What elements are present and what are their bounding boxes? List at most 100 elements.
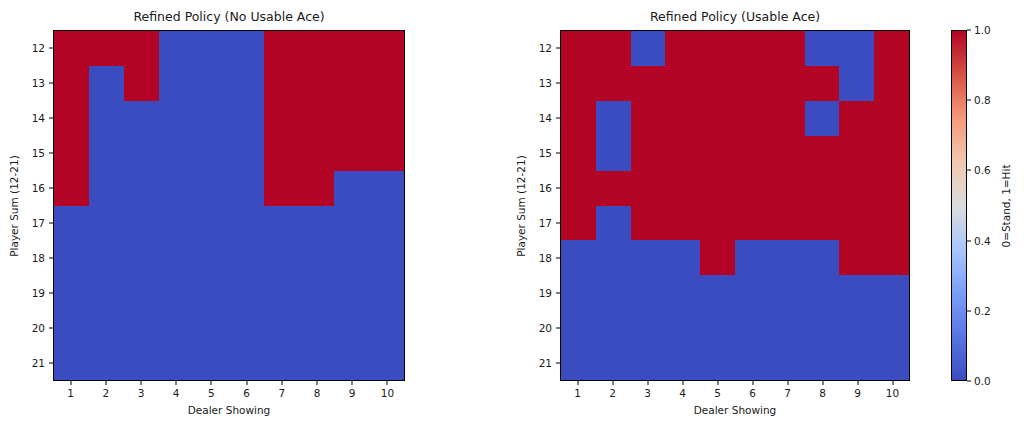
y-tick-label: 15 <box>32 147 45 159</box>
heatmap-cell <box>631 275 666 310</box>
y-tick-label: 20 <box>32 322 45 334</box>
x-tick-label: 4 <box>679 387 686 399</box>
y-tick-label: 13 <box>539 77 552 89</box>
heatmap-cell <box>700 240 735 275</box>
y-tick-mark <box>49 187 53 188</box>
heatmap-cell <box>54 345 89 380</box>
x-tick-mark <box>822 381 823 385</box>
y-tick-label: 16 <box>32 182 45 194</box>
heatmap-cell <box>770 310 805 345</box>
heatmap-cell <box>874 101 909 136</box>
heatmap-cell <box>299 206 334 241</box>
colorbar-tick-mark <box>967 100 971 101</box>
heatmap-cell <box>874 66 909 101</box>
heatmap-cell <box>299 345 334 380</box>
heatmap-cell <box>299 101 334 136</box>
heatmap-cell <box>770 31 805 66</box>
heatmap-cell <box>770 136 805 171</box>
x-tick-mark <box>787 381 788 385</box>
heatmap-cell <box>159 240 194 275</box>
heatmap-cell <box>561 66 596 101</box>
heatmap-cell <box>805 206 840 241</box>
heatmap-cell <box>229 136 264 171</box>
heatmap-cell <box>735 240 770 275</box>
heatmap-cell <box>334 310 369 345</box>
y-tick-mark <box>556 258 560 259</box>
heatmap-cell <box>874 345 909 380</box>
heatmap-cell <box>631 171 666 206</box>
heatmap-cell <box>264 31 299 66</box>
heatmap-cell <box>874 310 909 345</box>
heatmap-cell <box>194 136 229 171</box>
y-tick-label: 12 <box>539 42 552 54</box>
heatmap-cell <box>264 101 299 136</box>
heatmap-cell <box>596 206 631 241</box>
heatmap-cell <box>839 345 874 380</box>
heatmap-cell <box>334 136 369 171</box>
heatmap-cell <box>229 101 264 136</box>
heatmap-cell <box>631 310 666 345</box>
heatmap-cell <box>89 310 124 345</box>
heatmap-cell <box>735 310 770 345</box>
y-tick-mark <box>49 258 53 259</box>
x-tick-label: 10 <box>381 387 394 399</box>
x-tick-label: 6 <box>749 387 756 399</box>
heatmap-cell <box>631 240 666 275</box>
heatmap-cell <box>54 171 89 206</box>
heatmap-cell <box>596 240 631 275</box>
heatmap-cell <box>89 136 124 171</box>
colorbar-tick-label: 0.6 <box>974 164 991 176</box>
heatmap-cell <box>124 345 159 380</box>
heatmap-cell <box>264 345 299 380</box>
heatmap-cell <box>631 345 666 380</box>
heatmap-cell <box>665 31 700 66</box>
heatmap-cell <box>124 240 159 275</box>
heatmap-cell <box>631 66 666 101</box>
heatmap-cell <box>159 136 194 171</box>
y-tick-label: 13 <box>32 77 45 89</box>
heatmap-cell <box>264 66 299 101</box>
heatmap-cell <box>700 310 735 345</box>
heatmap-cell <box>124 136 159 171</box>
heatmap-cell <box>735 171 770 206</box>
heatmap-cell <box>596 101 631 136</box>
heatmap-cell <box>334 275 369 310</box>
heatmap-cell <box>369 275 404 310</box>
heatmap-cell <box>700 31 735 66</box>
heatmap-cell <box>839 66 874 101</box>
colorbar-tick-mark <box>967 240 971 241</box>
heatmap-cell <box>631 31 666 66</box>
heatmap-cell <box>700 206 735 241</box>
heatmap-cell <box>369 66 404 101</box>
y-axis-label: Player Sum (12-21) <box>515 155 527 257</box>
heatmap-cell <box>159 345 194 380</box>
y-tick-mark <box>49 82 53 83</box>
x-tick-label: 4 <box>173 387 180 399</box>
heatmap-cell <box>54 31 89 66</box>
heatmap-cell <box>596 31 631 66</box>
heatmap-cell <box>124 310 159 345</box>
y-tick-label: 18 <box>32 252 45 264</box>
heatmap-cell <box>124 101 159 136</box>
heatmap-cell <box>194 171 229 206</box>
heatmap-cell <box>334 66 369 101</box>
heatmap-cell <box>665 136 700 171</box>
x-tick-label: 9 <box>854 387 861 399</box>
heatmap-cell <box>54 240 89 275</box>
x-axis-label: Dealer Showing <box>694 404 777 416</box>
heatmap-cell <box>54 206 89 241</box>
y-tick-mark <box>556 363 560 364</box>
chart-title: Refined Policy (Usable Ace) <box>650 9 820 24</box>
heatmap-cell <box>839 240 874 275</box>
heatmap-cell <box>805 345 840 380</box>
heatmap-cell <box>839 171 874 206</box>
colorbar-gradient <box>951 30 967 381</box>
y-axis-label: Player Sum (12-21) <box>8 155 20 257</box>
heatmap-cell <box>770 171 805 206</box>
y-tick-label: 14 <box>539 112 552 124</box>
heatmap-cell <box>264 240 299 275</box>
heatmap-cell <box>124 171 159 206</box>
heatmap-cell <box>596 310 631 345</box>
x-tick-mark <box>176 381 177 385</box>
heatmap-cell <box>264 206 299 241</box>
